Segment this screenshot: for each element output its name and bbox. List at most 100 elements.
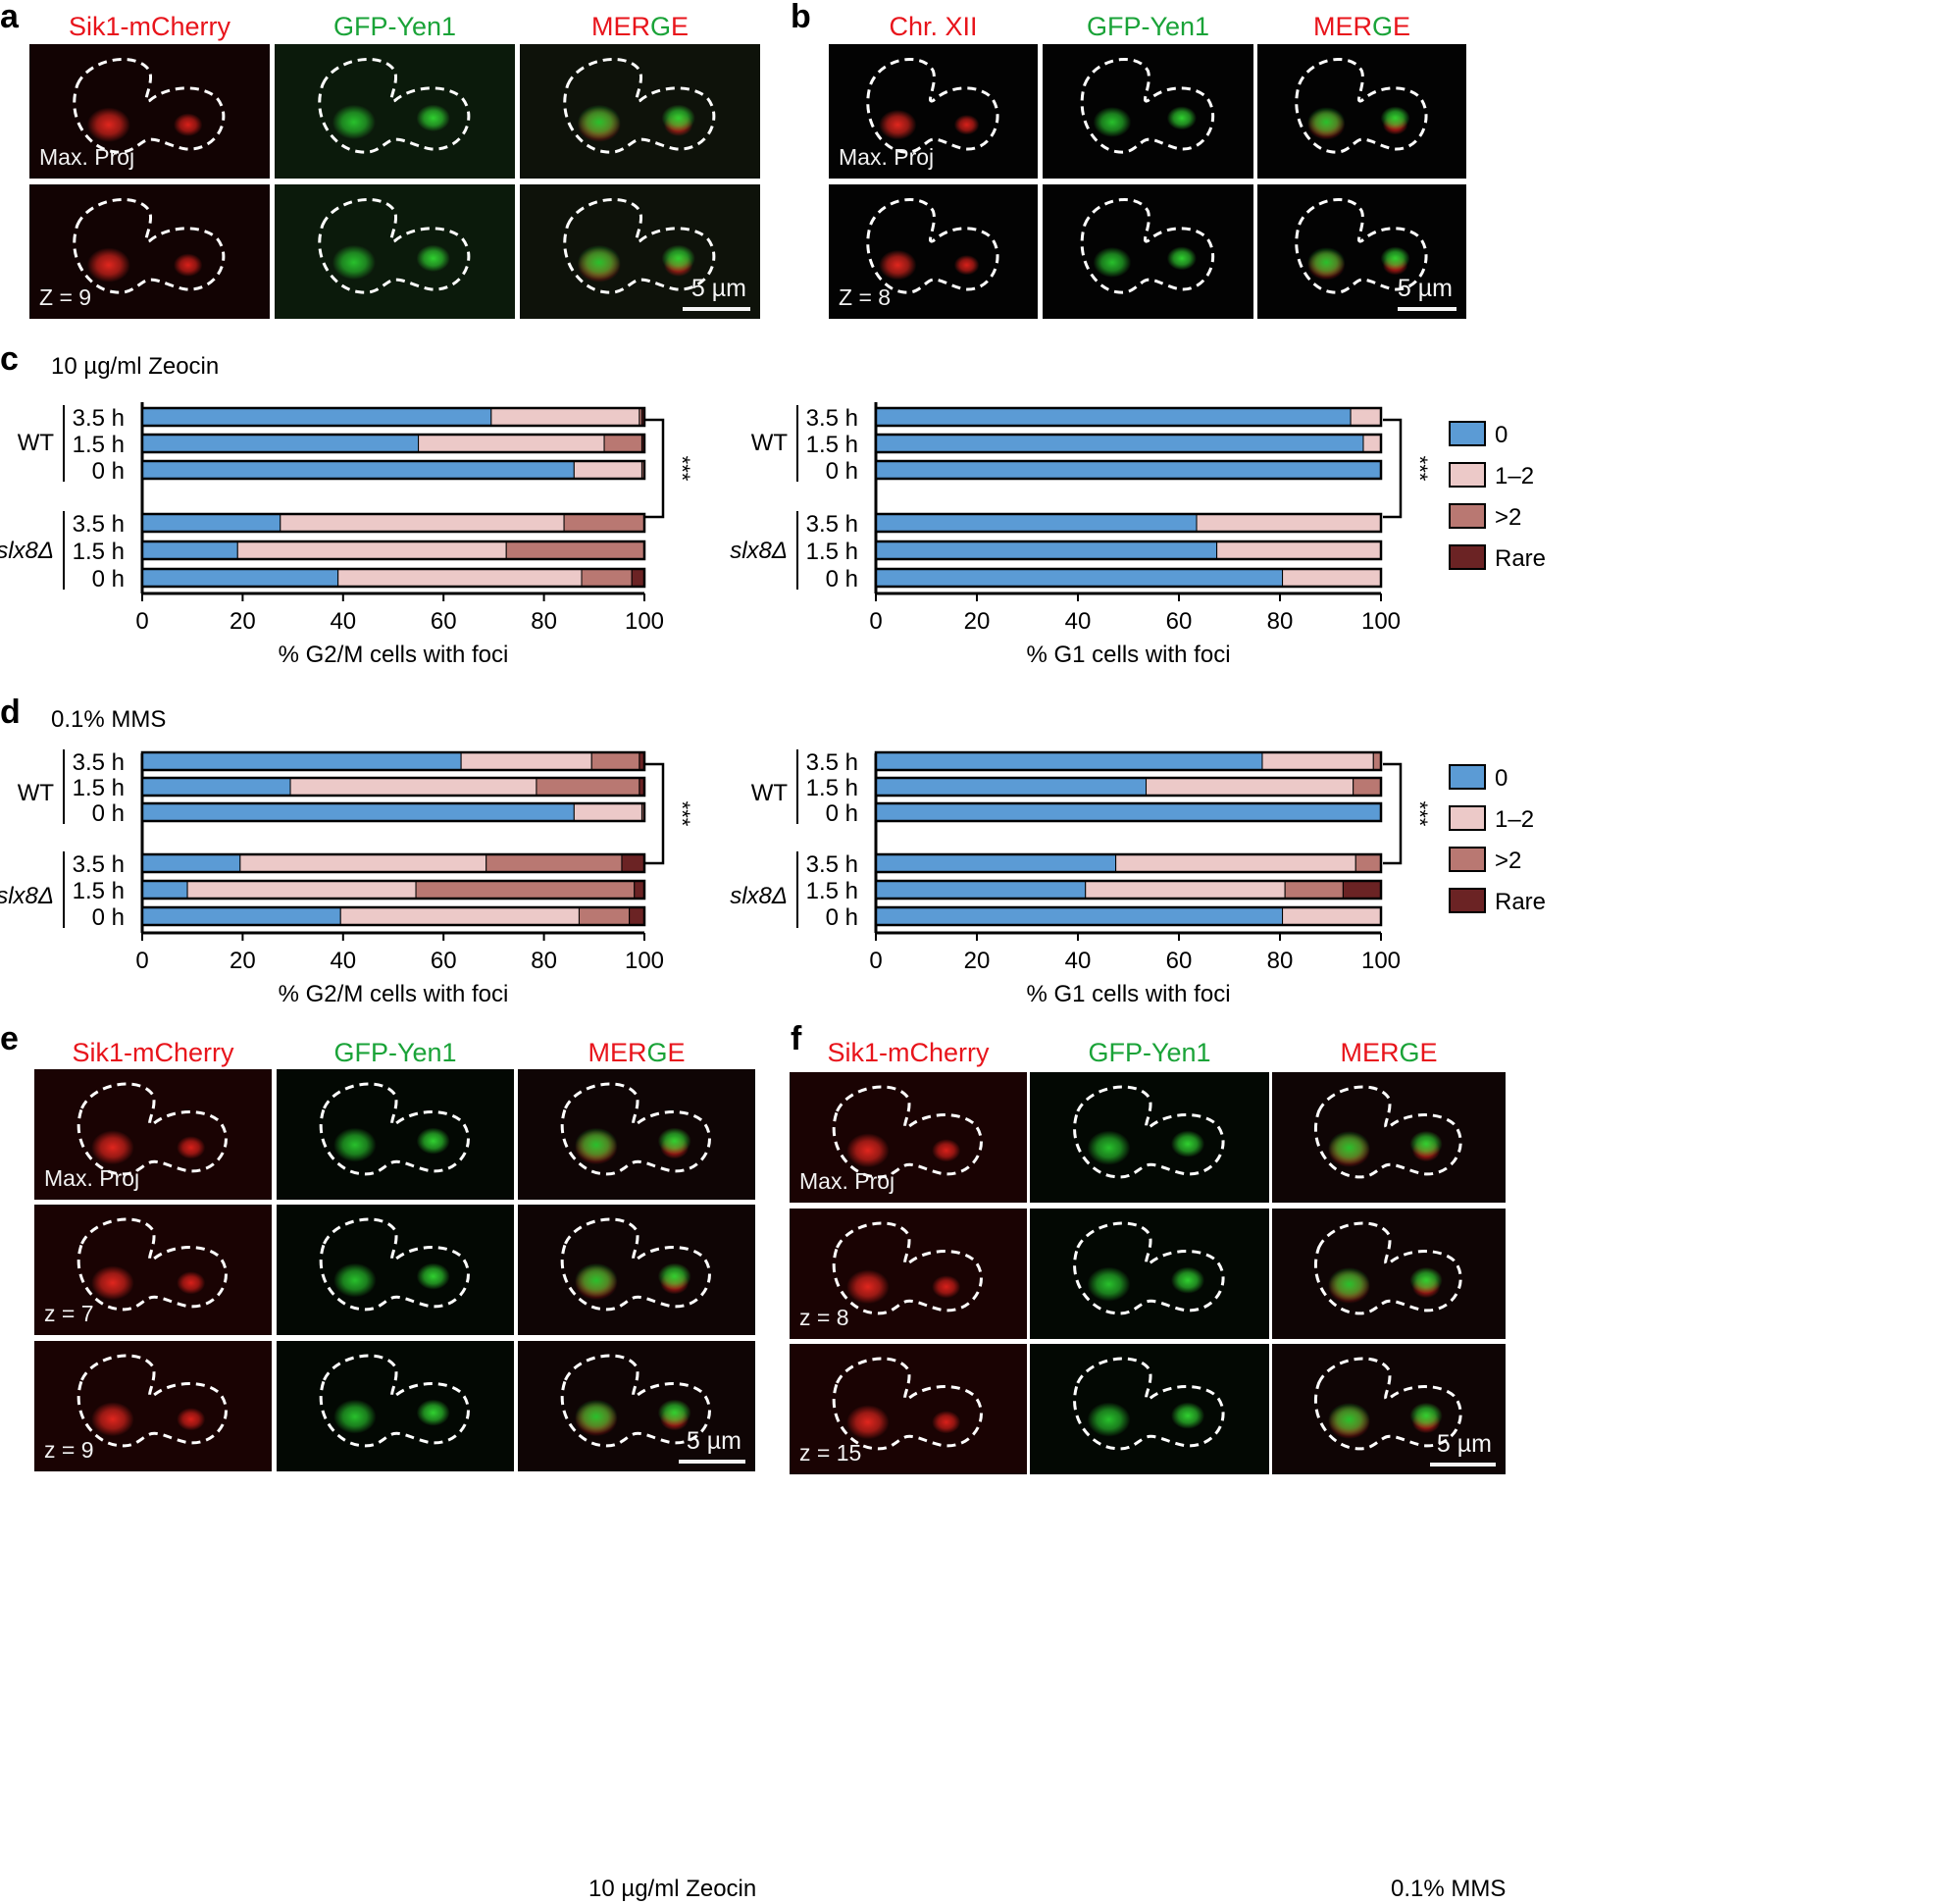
red-signal [846, 1269, 890, 1305]
green-signal [1307, 247, 1346, 278]
condition-label-d: 0.1% MMS [51, 706, 167, 733]
row-time-label: 1.5 h [806, 432, 858, 458]
micrograph-f-r1-c2 [1272, 1209, 1506, 1339]
group-label-slx8: slx8Δ [0, 883, 54, 909]
green-signal [333, 1262, 377, 1298]
merge-letter: R [1379, 1038, 1400, 1067]
bar-segment [603, 434, 642, 453]
green-signal [1380, 106, 1410, 130]
bar-segment [1282, 906, 1382, 926]
micrograph-f-r0-c1 [1030, 1072, 1269, 1203]
red-signal [86, 247, 130, 283]
merge-letter: E [613, 12, 632, 41]
channel-label-merge-f: MERGE [1272, 1038, 1506, 1068]
cell-outline [1313, 1085, 1462, 1179]
group-label-wt: WT [18, 430, 55, 456]
significance-bracket [645, 762, 665, 865]
condition-label-e: 10 µg/ml Zeocin [588, 1876, 757, 1902]
x-tick-label: 20 [230, 948, 256, 974]
green-signal [1166, 246, 1197, 271]
bar-segment [1196, 513, 1382, 533]
bar-segment [1085, 880, 1286, 900]
merge-letter: G [646, 1038, 668, 1067]
red-signal [932, 1139, 961, 1162]
row-time-label: 0 h [92, 904, 125, 931]
row-time-label: 0 h [826, 566, 858, 592]
channel-label-mcherry-f: Sik1-mCherry [827, 1038, 990, 1067]
bar-segment [141, 568, 339, 588]
x-tick-label: 20 [964, 948, 991, 974]
channel-label-merge-a: MERGE [520, 12, 760, 42]
condition-label-c: 10 µg/ml Zeocin [51, 353, 220, 380]
panel-label-b: b [791, 0, 811, 35]
red-signal [932, 1411, 961, 1434]
row-time-label: 0 h [92, 458, 125, 485]
bar-frame [140, 433, 646, 454]
legend-swatch [1449, 544, 1486, 570]
legend-label: 1–2 [1495, 806, 1534, 833]
bar-segment [141, 513, 281, 533]
bar-frame [874, 852, 1383, 874]
legend-label: 1–2 [1495, 463, 1534, 489]
row-time-label: 3.5 h [73, 405, 125, 432]
legend-swatch [1449, 462, 1486, 488]
green-signal [1166, 106, 1197, 130]
significance-label: *** [670, 801, 694, 827]
significance-label: *** [670, 456, 694, 482]
green-signal [657, 1262, 691, 1290]
x-tick-label: 60 [1166, 948, 1193, 974]
micrograph-b-r0-c1 [1043, 44, 1253, 179]
bar-segment [490, 407, 640, 427]
bar-segment [337, 568, 583, 588]
row-time-label: 0 h [92, 800, 125, 827]
row-time-label: 3.5 h [73, 511, 125, 538]
bar-segment [875, 777, 1148, 797]
green-signal [577, 244, 621, 281]
row-label: z = 8 [799, 1305, 849, 1330]
bar-segment [629, 906, 645, 926]
bar-segment [590, 751, 640, 771]
group-label-slx8: slx8Δ [730, 883, 788, 909]
green-signal [1328, 1131, 1370, 1165]
merge-letter: E [1419, 1038, 1438, 1067]
x-tick-label: 40 [330, 608, 356, 635]
x-axis-title: % G2/M cells with foci [279, 981, 509, 1007]
legend-label: >2 [1495, 848, 1521, 874]
micrograph-e-r1-c1 [277, 1205, 514, 1335]
micrograph-e-r0-c0: Max. Proj [34, 1069, 272, 1200]
group-label-slx8: slx8Δ [0, 538, 54, 564]
x-tick-label: 0 [135, 948, 148, 974]
merge-letter: R [1353, 12, 1372, 41]
x-tick-label: 0 [869, 948, 882, 974]
cell-outline [318, 198, 471, 294]
green-signal [1087, 1266, 1131, 1302]
merge-title: MERGE [1340, 1038, 1437, 1067]
bar-segment [141, 906, 341, 926]
channel-label-merge-b: MERGE [1257, 12, 1466, 42]
bar-segment [186, 880, 417, 900]
bar-segment [418, 434, 605, 453]
bar-frame [140, 459, 646, 481]
micrograph-a-r1-c1 [275, 184, 515, 319]
bar-frame [140, 776, 646, 798]
green-signal [416, 104, 450, 132]
merge-title: MERGE [591, 12, 689, 41]
green-signal [1170, 1402, 1205, 1429]
cell-outline [1295, 197, 1428, 294]
green-signal [657, 1127, 691, 1155]
row-time-label: 1.5 h [73, 775, 125, 801]
bar-frame [874, 905, 1383, 927]
x-tick-label: 100 [625, 948, 664, 974]
row-label: Max. Proj [39, 144, 135, 170]
bar-segment [875, 751, 1263, 771]
micrograph-f-r1-c1 [1030, 1209, 1269, 1339]
green-signal [661, 104, 695, 132]
bar-frame [874, 540, 1383, 561]
micrograph-b-r0-c2 [1257, 44, 1466, 179]
bar-segment [141, 460, 575, 480]
bar-segment [339, 906, 580, 926]
green-signal [1307, 107, 1346, 137]
scale-bar-label: 5 µm [690, 275, 746, 302]
bar-segment [621, 853, 645, 873]
